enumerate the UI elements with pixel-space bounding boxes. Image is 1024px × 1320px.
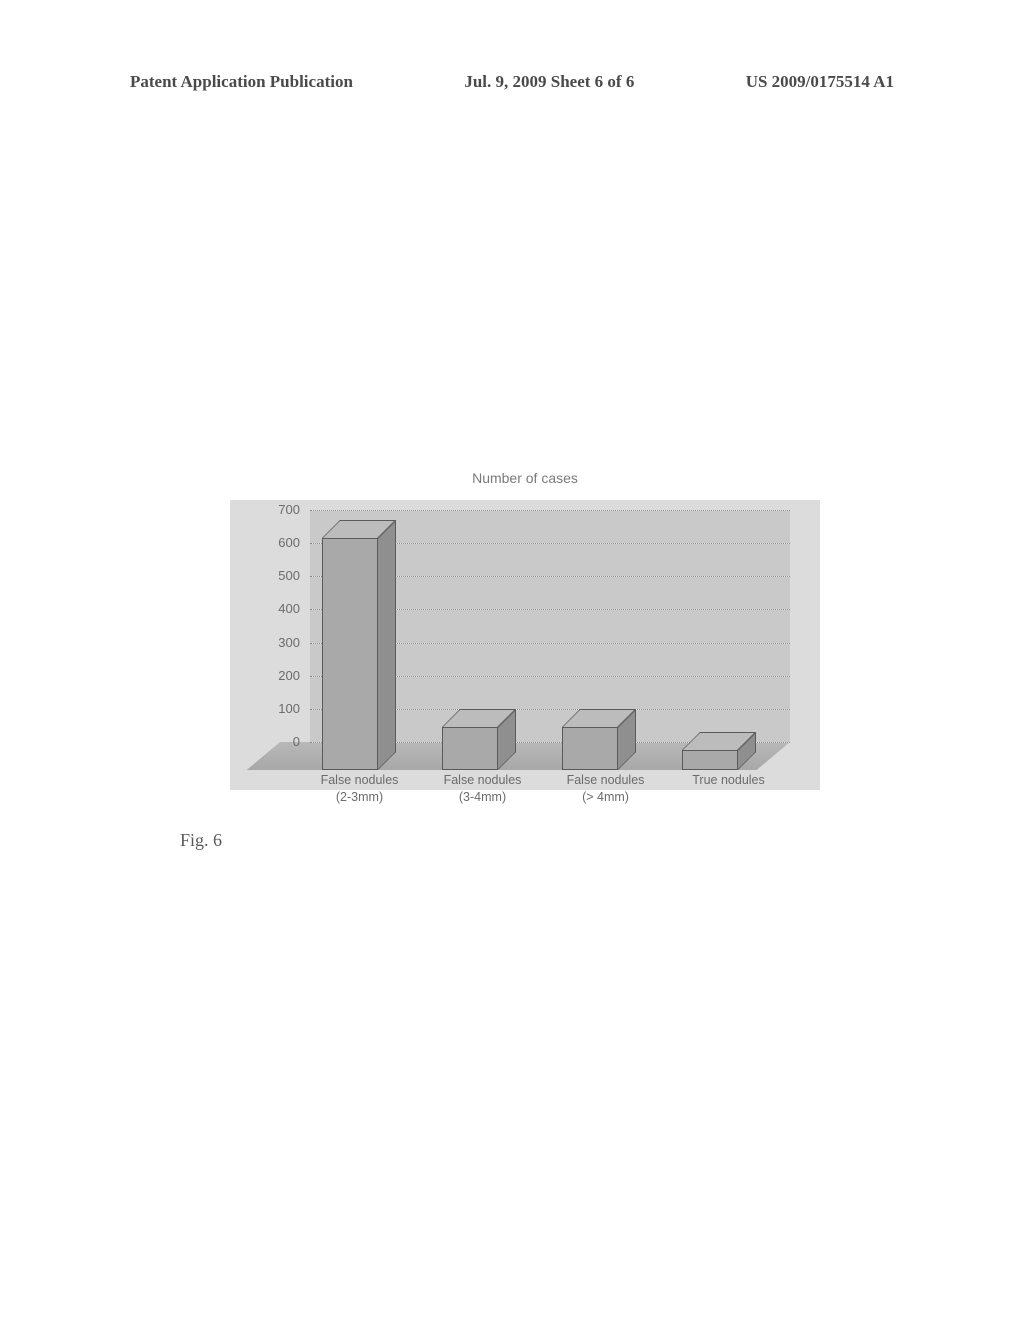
x-axis-label: False nodules(2-3mm) [298, 772, 421, 806]
x-axis-labels: False nodules(2-3mm)False nodules(3-4mm)… [298, 772, 790, 806]
y-axis-label: 600 [250, 535, 300, 550]
chart-container: Number of cases False nodules(2-3mm)Fals… [230, 470, 820, 790]
chart-plot-area: False nodules(2-3mm)False nodules(3-4mm)… [230, 500, 820, 790]
y-axis-label: 200 [250, 668, 300, 683]
bar [562, 709, 636, 770]
header-mid: Jul. 9, 2009 Sheet 6 of 6 [464, 72, 634, 92]
y-axis-label: 700 [250, 502, 300, 517]
y-axis-label: 100 [250, 701, 300, 716]
bar [442, 709, 516, 770]
y-axis-label: 300 [250, 635, 300, 650]
x-axis-label: False nodules(3-4mm) [421, 772, 544, 806]
bar [682, 732, 756, 770]
y-axis-label: 0 [250, 734, 300, 749]
figure-caption: Fig. 6 [180, 830, 222, 851]
y-axis-label: 400 [250, 601, 300, 616]
header-right: US 2009/0175514 A1 [746, 72, 894, 92]
chart-title: Number of cases [230, 470, 820, 486]
gridline [310, 510, 790, 511]
header-left: Patent Application Publication [130, 72, 353, 92]
y-axis-label: 500 [250, 568, 300, 583]
x-axis-label: True nodules [667, 772, 790, 806]
bar [322, 520, 396, 770]
x-axis-label: False nodules(> 4mm) [544, 772, 667, 806]
page-header: Patent Application Publication Jul. 9, 2… [0, 72, 1024, 92]
